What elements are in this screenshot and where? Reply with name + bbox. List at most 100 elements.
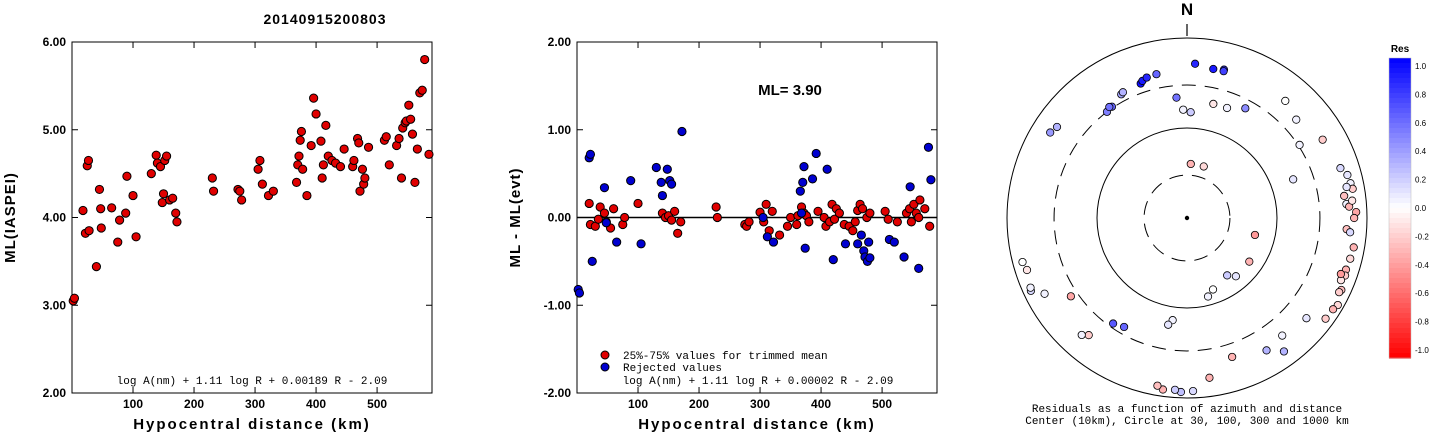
distance-circle-300km: [1053, 84, 1321, 352]
data-point: [84, 226, 94, 236]
data-point: [768, 237, 779, 247]
data-point: [296, 126, 307, 137]
data-point: [131, 232, 141, 242]
residual-point: [1318, 135, 1327, 144]
data-point: [804, 217, 814, 227]
data-point: [394, 133, 404, 144]
residual-point: [1321, 314, 1330, 323]
data-point: [670, 206, 680, 216]
colorbar-segment: [1389, 303, 1411, 309]
colorbar-tick-label: 0.2: [1415, 176, 1427, 185]
data-point: [636, 239, 646, 249]
x-axis-label: Hypocentral distance (km): [638, 416, 876, 433]
ml-annotation: ML= 3.90: [758, 82, 822, 99]
y-tick-label: -2.00: [544, 386, 572, 400]
data-point: [762, 232, 772, 242]
data-point: [828, 255, 838, 265]
colorbar-segment: [1389, 63, 1411, 69]
data-point: [396, 173, 407, 183]
colorbar-segment: [1389, 148, 1411, 154]
data-point: [158, 189, 169, 199]
colorbar-segment: [1389, 258, 1411, 264]
colorbar-segment: [1389, 218, 1411, 224]
data-point: [349, 155, 359, 166]
data-point: [94, 184, 105, 195]
y-tick-label: -1.00: [544, 298, 572, 312]
residual-point: [1241, 104, 1250, 113]
data-point: [761, 199, 771, 209]
y-tick-label: 2.00: [548, 35, 572, 49]
polar-caption-line1: Residuals as a function of azimuth and d…: [1032, 404, 1342, 416]
north-label: N: [1181, 0, 1193, 19]
residual-point: [1350, 213, 1359, 223]
data-point: [914, 263, 924, 273]
data-point: [291, 177, 302, 187]
residual-point: [1170, 385, 1180, 394]
colorbar-tick-label: -0.4: [1415, 261, 1429, 270]
residual-point: [1203, 292, 1213, 301]
colorbar-segment: [1389, 183, 1411, 189]
data-point: [306, 140, 316, 151]
data-point: [294, 151, 304, 161]
data-point: [865, 253, 875, 263]
figure-title: 20140915200803: [263, 11, 386, 27]
x-tick-label: 400: [306, 397, 326, 411]
colorbar-segment: [1389, 328, 1411, 334]
data-point: [883, 214, 893, 224]
y-tick-label: 5.00: [43, 123, 67, 137]
data-point: [128, 190, 138, 201]
colorbar-tick-label: -0.6: [1415, 289, 1429, 298]
colorbar-segment: [1389, 78, 1411, 84]
data-point: [848, 226, 858, 236]
distance-circle-1000km: [1006, 37, 1368, 399]
data-point: [865, 208, 875, 218]
colorbar-segment: [1389, 288, 1411, 294]
colorbar-segment: [1389, 193, 1411, 199]
residual-point: [1279, 347, 1289, 356]
formula-text: log A(nm) + 1.11 log R + 0.00002 R - 2.0…: [623, 376, 894, 388]
residual-point: [1223, 271, 1232, 280]
data-point: [712, 212, 722, 223]
colorbar-segment: [1389, 203, 1411, 209]
data-point: [237, 195, 247, 205]
residual-point: [1336, 164, 1345, 173]
colorbar-frame: [1388, 57, 1412, 359]
data-point: [406, 114, 416, 124]
x-tick-label: 300: [750, 397, 770, 411]
residual-point: [1119, 322, 1129, 332]
y-tick-label: 1.00: [548, 123, 572, 137]
residual-point: [1335, 288, 1344, 297]
y-tick-label: 2.00: [43, 386, 67, 400]
distance-circle-100km: [1096, 127, 1278, 309]
colorbar-segment: [1389, 138, 1411, 144]
data-point: [321, 120, 331, 130]
legend-marker: [600, 350, 610, 360]
data-point: [407, 129, 418, 139]
residual-point: [1219, 67, 1228, 76]
data-point: [574, 288, 585, 298]
data-point: [626, 176, 636, 186]
data-point: [172, 217, 182, 227]
colorbar-segment: [1389, 208, 1411, 214]
residual-point: [1026, 283, 1035, 292]
residual-point: [1172, 93, 1181, 102]
data-point: [676, 217, 686, 227]
data-point: [811, 148, 821, 159]
residual-point: [1179, 105, 1188, 114]
data-point: [899, 252, 909, 262]
data-point: [420, 54, 430, 65]
data-point: [807, 174, 818, 184]
data-point: [318, 160, 328, 170]
colorbar-segment: [1389, 143, 1411, 149]
data-point: [601, 218, 611, 228]
data-point: [813, 206, 823, 216]
data-point: [424, 149, 434, 159]
residual-point: [1186, 108, 1195, 117]
data-point: [161, 151, 172, 161]
data-point: [857, 204, 868, 214]
y-tick-label: 6.00: [43, 35, 67, 49]
data-point: [107, 203, 117, 213]
data-point: [673, 228, 683, 238]
residual-point: [1336, 269, 1345, 279]
data-point: [298, 164, 308, 174]
